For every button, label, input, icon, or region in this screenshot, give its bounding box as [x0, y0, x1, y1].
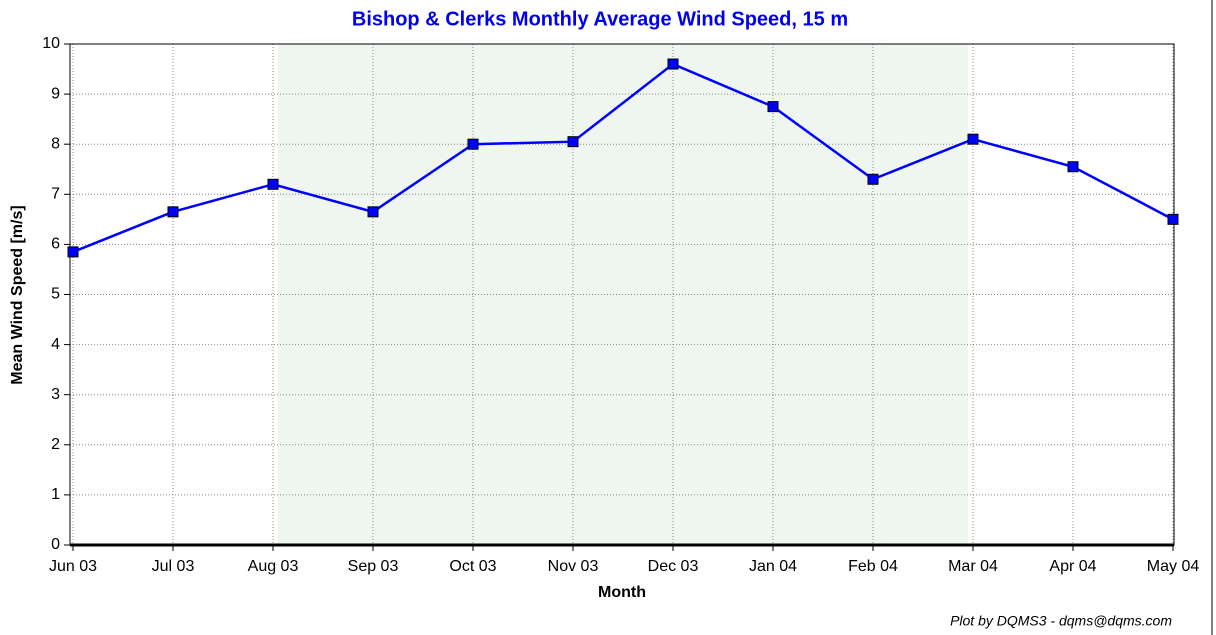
x-tick-label: Sep 03 — [348, 558, 399, 575]
y-tick-label: 3 — [51, 386, 60, 403]
point — [467, 138, 479, 150]
x-axis-label: Month — [598, 584, 646, 601]
point — [67, 246, 79, 258]
x-tick-label: Feb 04 — [848, 558, 898, 575]
y-tick-label: 1 — [51, 486, 60, 503]
x-tick-label: Nov 03 — [548, 558, 599, 575]
x-tick-label: Mar 04 — [948, 558, 998, 575]
point — [867, 173, 879, 185]
x-tick-label: Jun 03 — [49, 558, 97, 575]
point — [1067, 161, 1079, 173]
y-tick-label: 5 — [51, 286, 60, 303]
y-tick-label: 6 — [51, 236, 60, 253]
point — [367, 206, 379, 218]
footnote: Plot by DQMS3 - dqms@dqms.com — [950, 613, 1172, 629]
point — [567, 136, 579, 148]
line — [72, 62, 1174, 254]
point — [967, 133, 979, 145]
y-tick-label: 7 — [51, 186, 60, 203]
y-axis-label: Mean Wind Speed [m/s] — [9, 205, 26, 384]
y-tick-label: 4 — [51, 336, 60, 353]
x-tick-label: Oct 03 — [449, 558, 496, 575]
y-tick-label: 2 — [51, 436, 60, 453]
x-tick-label: Jul 03 — [152, 558, 195, 575]
x-tick-label: May 04 — [1147, 558, 1200, 575]
x-tick-label: Apr 04 — [1049, 558, 1096, 575]
chart-title: Bishop & Clerks Monthly Average Wind Spe… — [352, 8, 848, 30]
y-tick-label: 10 — [42, 35, 60, 52]
x-tick-label: Dec 03 — [648, 558, 699, 575]
y-tick-label: 0 — [51, 536, 60, 553]
y-tick-label: 8 — [51, 135, 60, 152]
point — [1167, 213, 1179, 225]
y-tick-label: 9 — [51, 85, 60, 102]
point — [667, 58, 679, 70]
x-tick-label: Aug 03 — [248, 558, 299, 575]
x-tick-label: Jan 04 — [749, 558, 797, 575]
point — [267, 178, 279, 190]
point — [767, 101, 779, 113]
point — [167, 206, 179, 218]
